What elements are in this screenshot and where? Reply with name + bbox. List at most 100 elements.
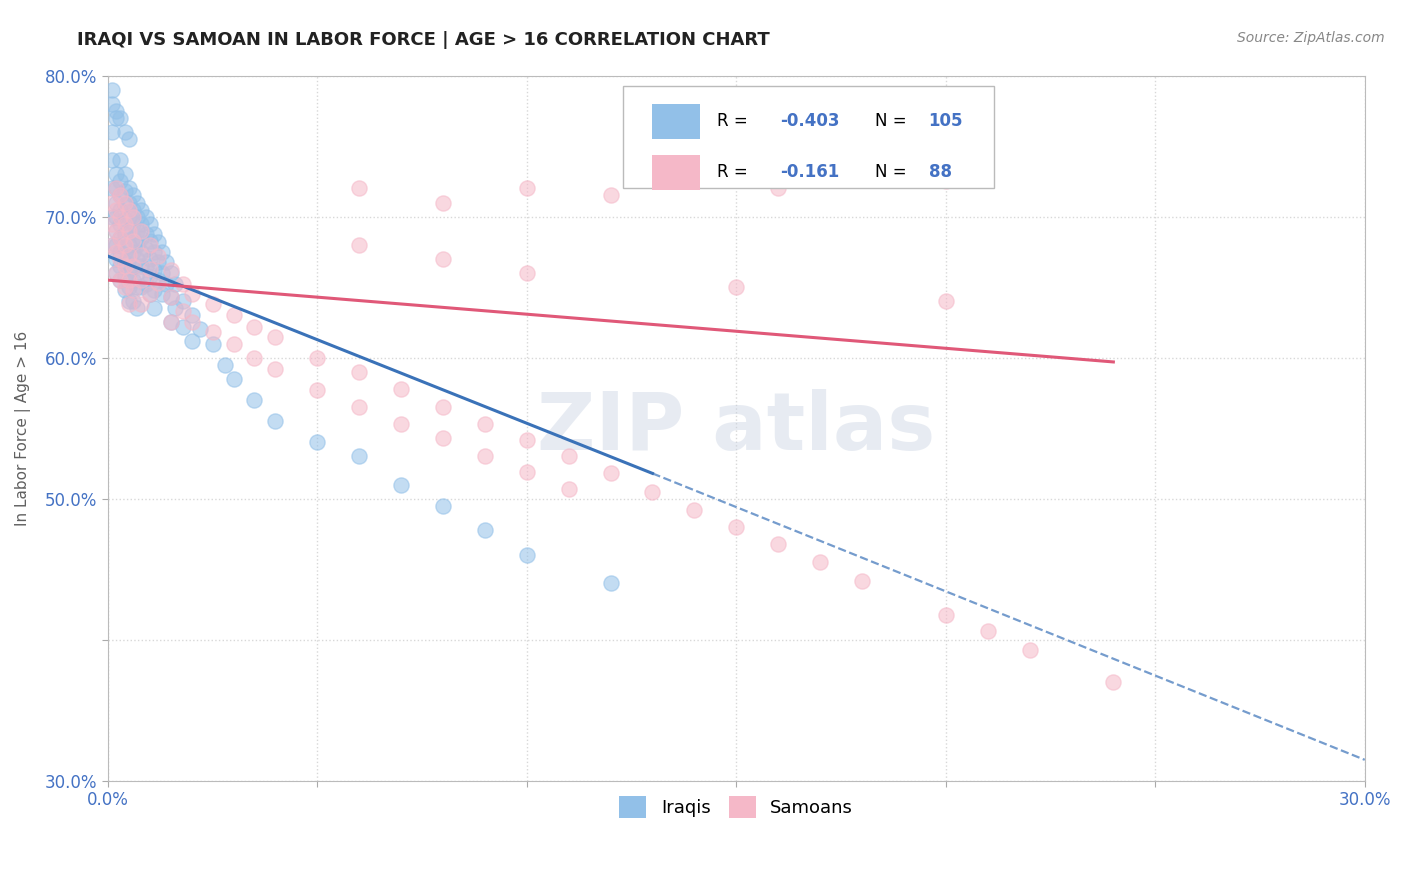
Point (127, 280, 149, 294)
Point (155, 277, 177, 292)
Point (201, 297, 224, 311)
Point (243, 319, 266, 334)
Point (725, 280, 748, 294)
Point (474, 417, 496, 431)
Point (118, 181, 141, 195)
Point (114, 227, 136, 241)
Point (131, 202, 153, 217)
Point (122, 294, 145, 309)
Point (131, 273, 153, 287)
Point (114, 125, 136, 139)
Point (110, 273, 132, 287)
Point (347, 400, 370, 414)
Point (114, 212, 136, 227)
Point (201, 326, 224, 340)
Point (172, 277, 194, 292)
Point (155, 254, 177, 268)
Point (110, 231, 132, 245)
Point (808, 555, 831, 569)
Point (105, 202, 128, 217)
Point (599, 188, 621, 202)
Point (118, 237, 141, 252)
Point (150, 244, 173, 259)
Point (127, 195, 149, 210)
Point (935, 294, 957, 309)
Point (307, 435, 329, 450)
Point (110, 202, 132, 217)
Point (110, 273, 132, 287)
Point (114, 198, 136, 212)
Point (105, 266, 128, 280)
Point (159, 315, 181, 329)
Point (105, 167, 128, 181)
Point (105, 244, 128, 259)
Point (114, 217, 136, 231)
Point (138, 287, 160, 301)
Point (114, 241, 136, 255)
Point (131, 217, 153, 231)
Point (264, 329, 287, 343)
Point (146, 273, 169, 287)
Point (474, 450, 496, 464)
Point (101, 217, 124, 231)
Point (180, 315, 202, 329)
Point (105, 181, 128, 195)
Point (214, 358, 236, 372)
Point (122, 234, 145, 248)
Point (347, 450, 370, 464)
Point (122, 202, 145, 217)
Point (159, 290, 181, 304)
Point (172, 294, 194, 309)
Point (243, 392, 266, 407)
Point (105, 111, 128, 125)
Point (131, 297, 153, 311)
Point (101, 181, 124, 195)
Point (118, 294, 141, 309)
Point (138, 237, 160, 252)
Text: R =: R = (717, 163, 754, 181)
Point (110, 244, 132, 259)
Text: 105: 105 (928, 112, 963, 130)
Point (134, 210, 156, 224)
Point (101, 96, 124, 111)
Point (127, 266, 149, 280)
Point (122, 259, 145, 273)
Text: ZIP atlas: ZIP atlas (537, 389, 935, 467)
Point (122, 188, 145, 202)
Point (101, 153, 124, 168)
Point (172, 304, 194, 318)
Point (110, 188, 132, 202)
Point (432, 252, 454, 266)
Point (105, 103, 128, 118)
Point (105, 252, 128, 266)
Point (114, 280, 136, 294)
Point (101, 237, 124, 252)
Point (118, 210, 141, 224)
Point (118, 273, 141, 287)
Point (105, 266, 128, 280)
Point (101, 82, 124, 96)
Point (138, 217, 160, 231)
Text: N =: N = (875, 112, 911, 130)
Point (114, 184, 136, 198)
Point (122, 244, 145, 259)
Point (134, 227, 156, 241)
Text: -0.403: -0.403 (780, 112, 839, 130)
Point (1018, 642, 1040, 657)
Point (127, 224, 149, 238)
Point (432, 431, 454, 445)
Point (114, 254, 136, 268)
Point (105, 237, 128, 252)
Point (766, 181, 789, 195)
Point (138, 261, 160, 276)
Point (105, 181, 128, 195)
Point (142, 263, 165, 277)
Point (188, 322, 211, 336)
Point (935, 607, 957, 622)
Point (131, 231, 153, 245)
Point (101, 125, 124, 139)
Point (131, 259, 153, 273)
Point (599, 467, 621, 481)
Point (142, 283, 165, 297)
Point (122, 231, 145, 245)
